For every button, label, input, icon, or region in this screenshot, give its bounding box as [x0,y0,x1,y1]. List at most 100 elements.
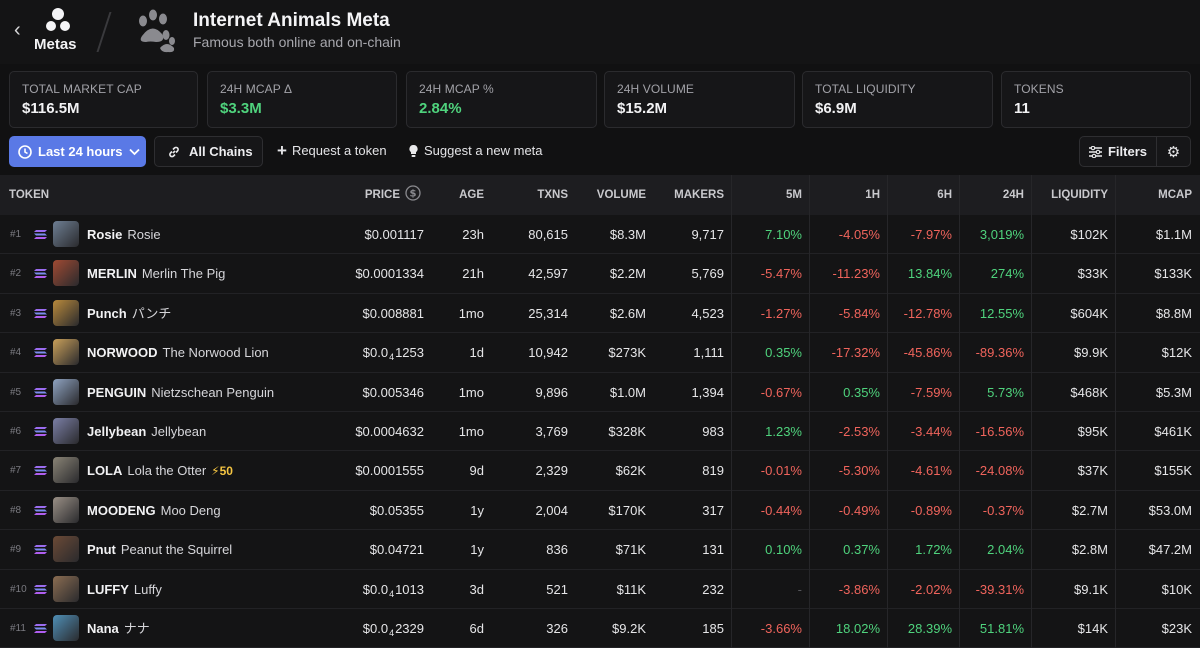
time-filter-dropdown[interactable]: Last 24 hours [9,136,146,167]
lightbulb-icon [409,144,418,157]
table-row[interactable]: #1 Rosie Rosie $0.001117 23h 80,615 $8.3M 9,717… [0,215,1200,255]
token-mcap: $23K [1161,620,1192,636]
chevron-left-icon[interactable]: ‹ [14,19,21,41]
table-row[interactable]: #8 MOODENG Moo Deng $0.05355 1y 2,004 $170K 317… [0,490,1200,531]
token-h24: 2.04% [987,542,1024,558]
token-h1: -2.53% [838,423,880,439]
token-volume: $2.2M [609,266,646,282]
token-makers: 5,769 [691,266,724,282]
filters-button[interactable]: Filters [1079,136,1157,167]
table-row[interactable]: #10 LUFFY Luffy $0.041013 3d 521 $11K 232 - -3.86… [0,569,1200,609]
token-liquidity: $14K [1077,620,1108,636]
token-txns: 80,615 [528,227,568,242]
token-name-cell[interactable]: MOODENG Moo Deng [87,491,221,530]
token-price: $0.005346 [362,384,424,400]
table-row[interactable]: #3 Punch パンチ $0.008881 1mo 25,314 $2.6M 4,523 -1… [0,293,1200,334]
column-header-txns[interactable]: TXNS [537,189,568,201]
token-makers: 185 [702,620,724,636]
token-avatar [53,299,79,326]
token-makers: 1,394 [691,384,724,400]
stat-value: $15.2M [617,100,668,117]
token-rank: #8 [10,504,22,516]
solana-chain-icon [33,385,48,400]
column-header-24h[interactable]: 24H [1002,189,1024,201]
request-token-button[interactable]: + Request a token [277,142,387,159]
token-name-cell[interactable]: PENGUIN Nietzschean Penguin [87,373,274,412]
token-name-cell[interactable]: MERLIN Merlin The Pig [87,254,225,293]
currency-toggle-icon[interactable]: $ [405,175,421,215]
token-rank: #6 [10,425,22,437]
solana-chain-icon [33,424,48,439]
token-h6: -3.44% [910,423,952,439]
column-header-5m[interactable]: 5M [786,189,802,201]
table-row[interactable]: #9 Pnut Peanut the Squirrel $0.04721 1y 836 $7… [0,530,1200,570]
all-chains-label: All Chains [189,144,253,159]
page-header: ‹ Metas Internet Animals Meta Famous bot… [0,0,1200,64]
token-avatar [53,536,79,563]
token-m5: -1.27% [760,305,802,321]
table-row[interactable]: #11 Nana ナナ $0.042329 6d 326 $9.2K 185 -3.66% 18.… [0,608,1200,648]
suggest-meta-button[interactable]: Suggest a new meta [408,143,543,158]
token-h24: -24.08% [975,463,1024,479]
table-row[interactable]: #4 NORWOOD The Norwood Lion $0.041253 1d 10,9… [0,333,1200,373]
column-header-token[interactable]: TOKEN [9,189,50,201]
settings-button[interactable]: ⚙ [1156,136,1191,167]
token-age: 1mo [458,423,484,439]
metas-logo-icon[interactable] [44,6,72,34]
table-row[interactable]: #5 PENGUIN Nietzschean Penguin $0.005346 1mo… [0,372,1200,412]
token-volume: $273K [608,345,646,361]
token-name-cell[interactable]: Pnut Peanut the Squirrel [87,530,232,569]
token-name-cell[interactable]: LOLA Lola the Otter ⚡50 [87,451,233,490]
table-header: TOKEN $ PRICE AGE TXNS VOLUME MAKERS 5M 1H 6H 24H L… [0,175,1200,215]
solana-chain-icon [33,542,48,557]
all-chains-button[interactable]: All Chains [154,136,263,167]
token-avatar [53,339,79,366]
column-header-age[interactable]: AGE [459,189,484,201]
token-name-cell[interactable]: NORWOOD The Norwood Lion [87,333,269,372]
price-digits: 1013 [395,581,424,597]
token-name-cell[interactable]: Jellybean Jellybean [87,412,206,451]
stat-card: 24H MCAP % 2.84% [406,71,597,128]
metas-nav-label[interactable]: Metas [34,36,77,53]
token-price: $0.0004632 [355,423,424,439]
token-name: Rosie [127,227,161,242]
column-header-6h[interactable]: 6H [937,189,952,201]
token-age: 1y [470,542,484,558]
token-name-cell[interactable]: Rosie Rosie [87,215,161,254]
token-h1: -5.84% [838,305,880,321]
token-h6: -12.78% [903,305,952,321]
column-header-price[interactable]: PRICE [364,189,400,201]
token-avatar [53,221,79,247]
token-name: Lola the Otter [127,463,207,479]
stat-label: 24H MCAP Δ [220,82,293,96]
column-header-1h[interactable]: 1H [865,189,880,201]
table-row[interactable]: #6 Jellybean Jellybean $0.0004632 1mo 3,769 $3… [0,411,1200,452]
token-name-cell[interactable]: Punch パンチ [87,294,171,333]
token-avatar [53,575,79,602]
token-name: ナナ [123,620,150,636]
column-header-makers[interactable]: MAKERS [674,189,724,201]
token-symbol: Punch [87,305,127,321]
token-avatar [53,614,79,641]
stat-label: TOKENS [1014,82,1064,96]
column-header-volume[interactable]: VOLUME [596,189,646,201]
column-header-mcap[interactable]: MCAP [1158,189,1192,201]
token-h24: 51.81% [979,620,1024,636]
token-mcap: $8.8M [1155,305,1192,321]
token-name: Merlin The Pig [141,266,226,282]
token-m5: 7.10% [765,227,802,242]
token-volume: $328K [608,423,646,439]
token-name-cell[interactable]: Nana ナナ [87,609,150,648]
token-price: $0.008881 [362,305,424,321]
token-m5: -3.66% [760,620,802,636]
token-h24: 12.55% [979,305,1024,321]
token-name-cell[interactable]: LUFFY Luffy [87,570,162,609]
table-row[interactable]: #7 LOLA Lola the Otter ⚡50 $0.0001555 9d 2,329… [0,451,1200,491]
svg-text:$: $ [410,189,417,200]
token-h24: -0.37% [982,502,1024,518]
stat-value: $116.5M [22,100,80,117]
token-volume: $8.3M [609,227,646,242]
token-liquidity: $604K [1070,305,1108,321]
table-row[interactable]: #2 MERLIN Merlin The Pig $0.0001334 21h 42,59… [0,254,1200,294]
column-header-liquidity[interactable]: LIQUIDITY [1051,189,1108,201]
